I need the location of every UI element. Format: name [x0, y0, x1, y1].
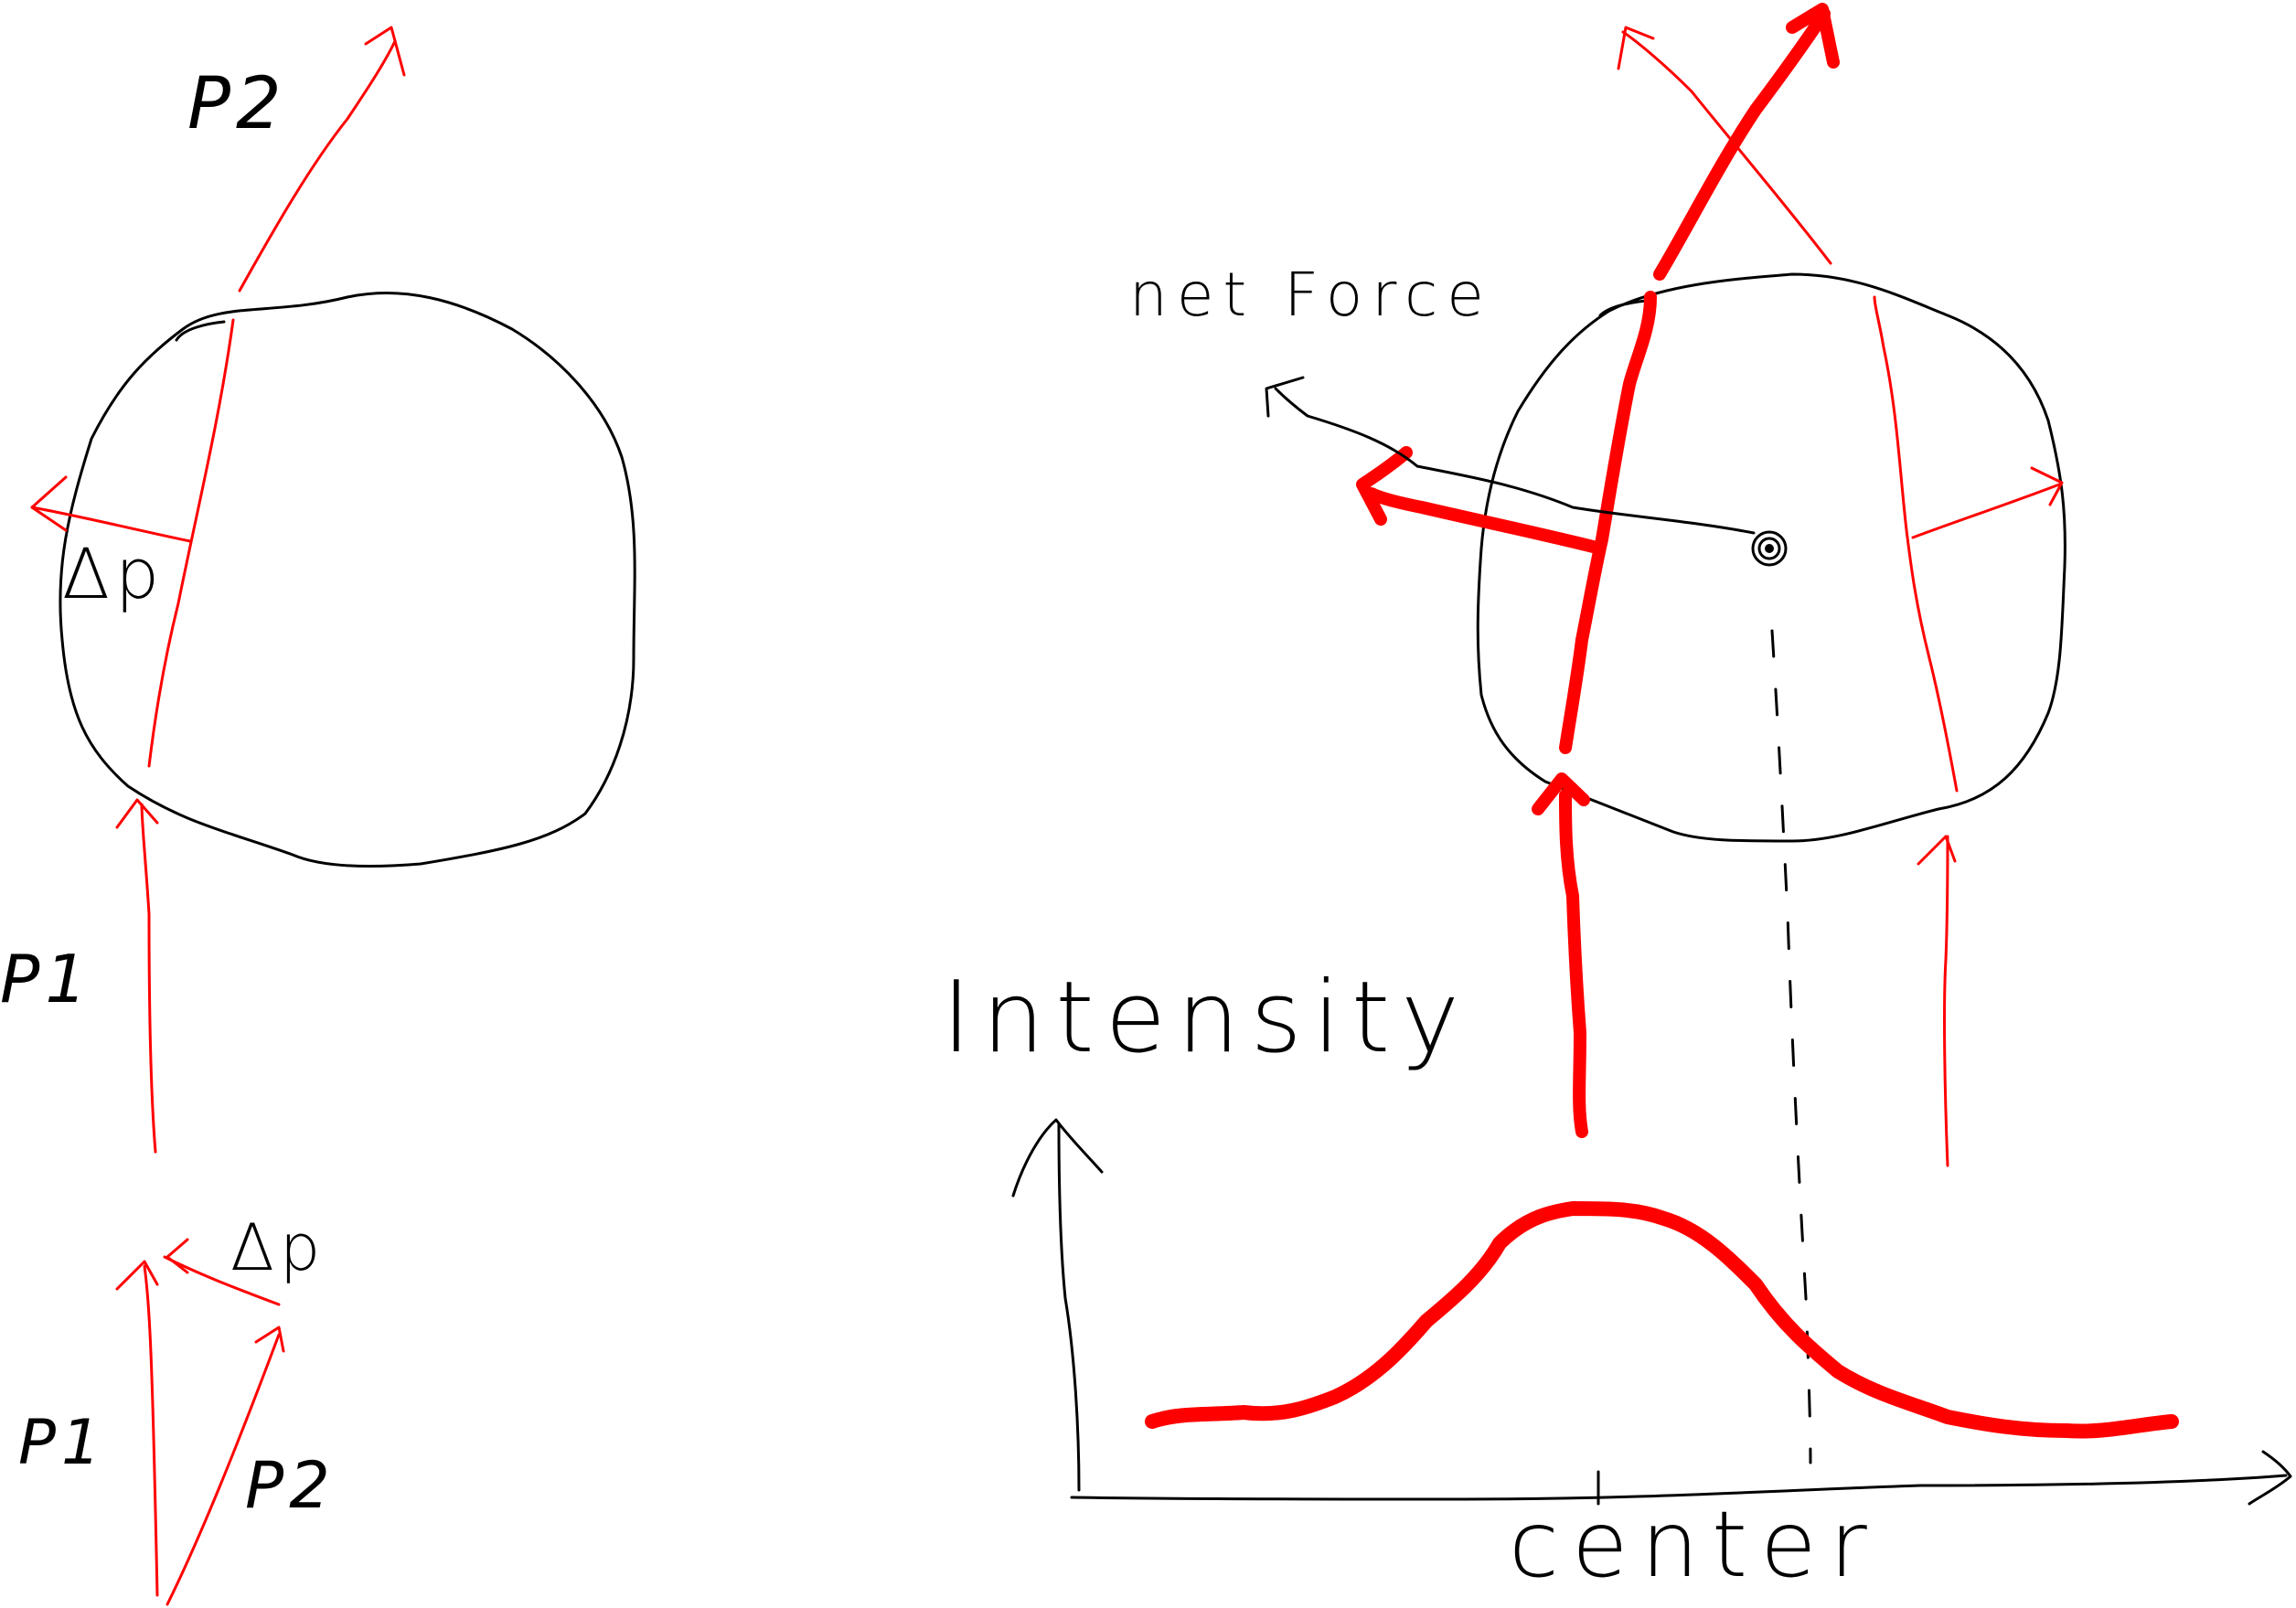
- center-dot: [1751, 530, 1788, 567]
- net-force-pointer-arrowhead: [1265, 376, 1305, 418]
- triangle-p2-arrowhead: [254, 1326, 285, 1353]
- left-ray-p1-arrowhead: [115, 798, 159, 829]
- thick-delta-p-arrowhead: [1356, 446, 1413, 526]
- label-p2-bottom: P2: [245, 1448, 336, 1523]
- label-p1-left: P1: [0, 941, 93, 1017]
- thick-ray-inside: [1559, 291, 1657, 754]
- graph-y-axis: [1057, 1123, 1081, 1492]
- graph-x-axis: [1070, 1474, 2288, 1501]
- left-diagram: [30, 26, 636, 1154]
- label-delta-p-bottom: Δp: [230, 1210, 326, 1285]
- label-intensity: Intensity: [942, 961, 1471, 1075]
- thick-ray-incoming: [1559, 789, 1588, 1138]
- label-center: center: [1509, 1491, 1880, 1598]
- thin-ray-incoming: [1943, 835, 1949, 1167]
- thick-ray-outgoing: [1653, 7, 1831, 281]
- graph-y-axis-arrowhead: [1011, 1118, 1104, 1198]
- triangle-p2-vector: [166, 1333, 281, 1606]
- thin-ray-outgoing: [1621, 30, 1832, 265]
- right-delta-p-arrow: [1911, 483, 2061, 539]
- triangle-p1-arrowhead: [115, 1260, 159, 1291]
- label-p1-bottom: P1: [18, 1407, 107, 1479]
- graph-x-axis-arrowhead: [2248, 1450, 2292, 1506]
- thick-ray-outgoing-arrowhead: [1786, 3, 1840, 69]
- thin-ray-incoming-arrowhead: [1917, 835, 1957, 866]
- thin-ray-inside: [1873, 295, 1959, 793]
- triangle-delta-p-arrowhead: [166, 1238, 189, 1274]
- right-diagram: [1265, 3, 2066, 1464]
- label-net-force: net Force: [1129, 260, 1493, 330]
- left-delta-p-arrowhead: [30, 475, 68, 532]
- intensity-graph: [1011, 1118, 2292, 1506]
- left-delta-p-arrow: [30, 506, 192, 543]
- label-delta-p-left: Δp: [62, 533, 166, 614]
- vector-triangle: [115, 1238, 285, 1606]
- left-ray-p2: [238, 39, 397, 293]
- left-sphere: [59, 292, 636, 868]
- left-ray-p1: [140, 803, 157, 1154]
- left-ray-inside: [147, 318, 235, 768]
- label-p2-top: P2: [187, 63, 287, 145]
- triangle-p1-vector: [143, 1264, 159, 1597]
- right-delta-p-arrowhead: [2030, 466, 2064, 506]
- intensity-curve: [1145, 1201, 2179, 1439]
- thick-delta-p-arrow: [1365, 487, 1599, 553]
- center-dashed-line: [1770, 629, 1812, 1464]
- net-force-pointer-line: [1274, 387, 1756, 535]
- left-ray-p2-arrowhead: [364, 26, 406, 77]
- right-sphere: [1476, 272, 2066, 843]
- thick-ray-incoming-arrowhead: [1532, 772, 1590, 815]
- left-sphere-top-mark: [175, 320, 226, 342]
- thin-ray-outgoing-arrowhead: [1617, 26, 1655, 70]
